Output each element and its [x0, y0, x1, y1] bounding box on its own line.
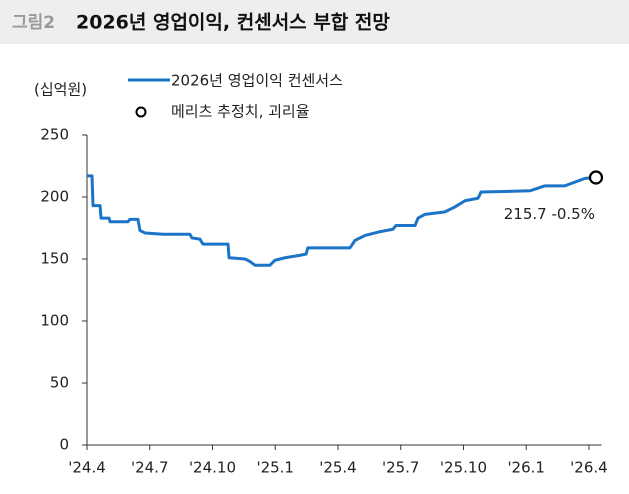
annotation: 215.7 -0.5% [504, 205, 595, 223]
legend-label: 2026년 영업이익 컨센서스 [171, 72, 343, 90]
y-tick-label: 0 [59, 436, 69, 454]
figure-label: 그림2 [12, 13, 55, 33]
y-tick-label: 50 [50, 374, 69, 392]
x-tick-label: '25.7 [382, 459, 420, 477]
chart-title: 2026년 영업이익, 컨센서스 부합 전망 [76, 12, 390, 34]
x-tick-label: '25.1 [256, 459, 294, 477]
legend-swatch-marker [135, 106, 147, 118]
consensus-line [87, 174, 597, 267]
x-tick-label: '26.1 [507, 459, 545, 477]
x-tick-label: '25.10 [440, 459, 487, 477]
legend-label: 메리츠 추정치, 괴리율 [171, 103, 310, 121]
y-tick-label: 200 [40, 188, 69, 206]
header-band [0, 0, 629, 44]
x-tick-label: '26.4 [570, 459, 608, 477]
y-tick-label: 150 [40, 250, 69, 268]
x-tick-label: '24.10 [189, 459, 236, 477]
y-tick-label: 100 [40, 312, 69, 330]
unit-label: (십억원) [34, 81, 87, 99]
x-tick-label: '24.4 [68, 459, 106, 477]
x-tick-label: '24.7 [131, 459, 169, 477]
y-tick-label: 250 [40, 126, 69, 144]
x-tick-label: '25.4 [319, 459, 357, 477]
estimate-marker [588, 170, 604, 185]
